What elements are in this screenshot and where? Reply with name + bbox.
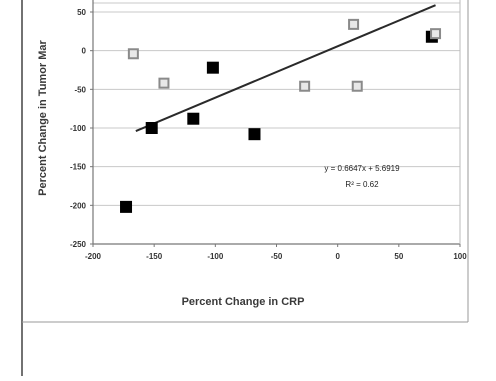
y-tick-label: 0 bbox=[82, 47, 87, 56]
y-tick-label: 50 bbox=[77, 8, 86, 17]
data-point-hollow bbox=[127, 48, 139, 60]
x-tick-label: 50 bbox=[394, 252, 403, 261]
x-tick-label: 100 bbox=[453, 252, 467, 261]
trendline-equation: y = 0.6647x + 5.6919 bbox=[324, 164, 400, 173]
y-tick-label: -250 bbox=[70, 240, 87, 249]
trendline bbox=[135, 4, 436, 133]
y-tick-label: -200 bbox=[70, 201, 87, 210]
trendline-r-squared: R² = 0.62 bbox=[345, 180, 379, 189]
x-tick-label: -100 bbox=[207, 252, 224, 261]
y-tick-label: -50 bbox=[74, 85, 86, 94]
data-point-filled bbox=[187, 112, 200, 125]
y-axis-title: Percent Change in Tumor Mar bbox=[37, 39, 49, 195]
data-point-hollow bbox=[299, 80, 311, 92]
gridlines bbox=[93, 2, 460, 206]
x-axis-title: Percent Change in CRP bbox=[182, 296, 305, 308]
tick-labels: -250 -200 -150 -100 -50 0 50 -200 -150 -100 -50 0 50… bbox=[70, 8, 467, 261]
trendline-group bbox=[135, 4, 436, 133]
x-tick-label: -50 bbox=[271, 252, 283, 261]
x-tick-label: -150 bbox=[146, 252, 163, 261]
data-point-filled bbox=[145, 122, 158, 134]
data-point-hollow bbox=[348, 18, 360, 30]
x-tick-label: 0 bbox=[335, 252, 340, 261]
y-tick-label: -100 bbox=[70, 124, 87, 133]
data-point-filled bbox=[206, 61, 219, 74]
data-point-filled bbox=[248, 128, 261, 141]
axes bbox=[90, 0, 461, 247]
data-point-hollow bbox=[351, 80, 363, 92]
data-point-filled bbox=[120, 200, 133, 213]
data-point-hollow bbox=[158, 77, 170, 89]
x-tick-label: -200 bbox=[85, 252, 102, 261]
y-tick-label: -150 bbox=[70, 163, 87, 172]
data-points bbox=[120, 18, 442, 213]
data-point-hollow bbox=[430, 28, 442, 40]
